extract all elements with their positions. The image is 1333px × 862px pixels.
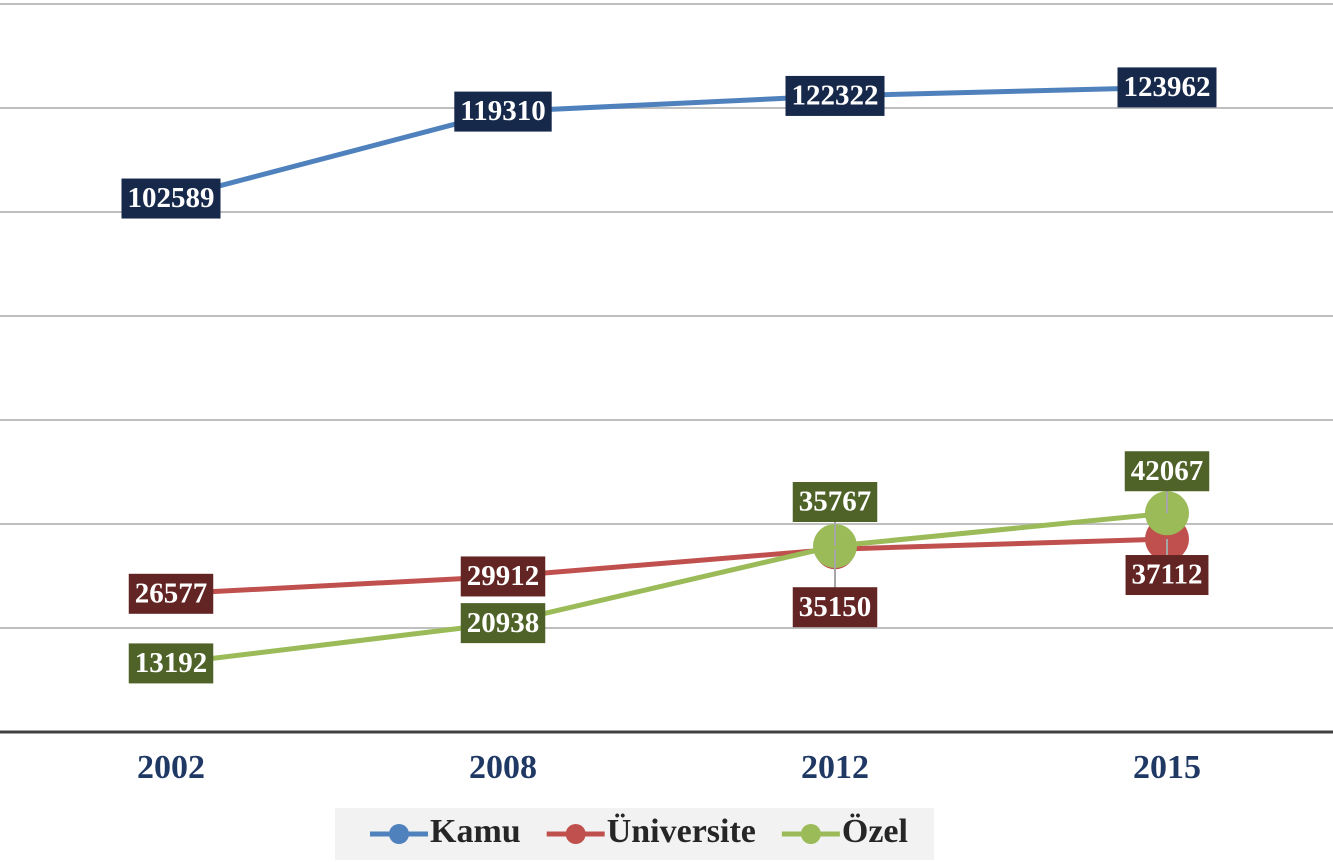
legend-label: Kamu [430,813,521,850]
x-tick-label: 2002 [137,749,205,786]
data-label-box [1124,451,1210,492]
data-label: 119310 [460,95,545,127]
legend-label: Özel [842,813,908,850]
x-tick-label: 2015 [1133,749,1201,786]
data-label-box [785,75,885,116]
data-label: 102589 [128,182,215,214]
legend-marker [389,824,409,844]
data-label: 26577 [135,577,208,609]
data-label: 37112 [1132,559,1203,591]
data-label-box [792,587,878,628]
series-line [170,536,1168,597]
legend-label: Üniversite [607,813,756,850]
data-label: 20938 [467,607,540,639]
data-label: 13192 [135,647,208,679]
data-label-box [792,482,878,523]
data-label: 42067 [1131,455,1204,487]
data-label: 35150 [799,591,872,623]
data-label: 35767 [799,486,872,518]
x-tick-label: 2008 [469,749,537,786]
data-label-box [128,643,214,684]
data-label: 29912 [467,560,540,592]
data-label-box [121,178,221,219]
x-tick-label: 2012 [801,749,869,786]
data-label-box [460,603,546,644]
legend: Kamu Üniversite Özel [335,808,934,860]
data-label-box [1125,555,1209,596]
data-label-box [454,91,552,132]
data-label: 122322 [792,80,879,112]
data-label-box [460,556,546,597]
series-line [170,84,1168,201]
data-label: 123962 [1124,71,1211,103]
data-label-box [1117,67,1217,108]
legend-marker [565,824,586,844]
data-label-box [128,573,214,614]
series-line [170,510,1168,666]
legend-marker [800,824,821,844]
